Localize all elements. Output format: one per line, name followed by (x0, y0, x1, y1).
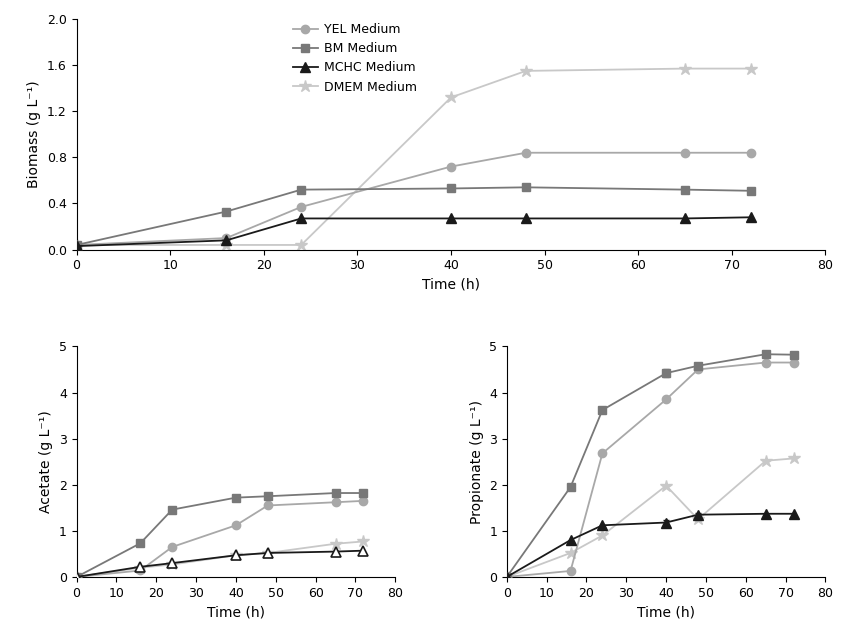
BM Medium (680, 186, 690, 193)
Y-axis label: Propionate (g L⁻¹): Propionate (g L⁻¹) (470, 399, 483, 524)
BM Medium (521, 183, 531, 191)
MCHC Medium (71, 242, 82, 250)
BM Medium (221, 208, 231, 216)
X-axis label: Time (h): Time (h) (637, 605, 695, 619)
MCHC Medium (296, 215, 306, 223)
YEL Medium (71, 241, 82, 249)
Line: MCHC Medium: MCHC Medium (71, 212, 756, 251)
Y-axis label: Biomass (g L⁻¹): Biomass (g L⁻¹) (27, 81, 42, 188)
X-axis label: Time (h): Time (h) (207, 605, 265, 619)
DMEM Medium (221, 241, 231, 249)
MCHC Medium (446, 215, 456, 223)
Y-axis label: Acetate (g L⁻¹): Acetate (g L⁻¹) (39, 410, 54, 513)
BM Medium (71, 241, 82, 249)
YEL Medium (680, 149, 690, 157)
X-axis label: Time (h): Time (h) (422, 278, 480, 292)
BM Medium (296, 186, 306, 193)
Line: DMEM Medium: DMEM Medium (71, 62, 757, 251)
Line: BM Medium: BM Medium (72, 183, 755, 249)
MCHC Medium (680, 215, 690, 223)
BM Medium (745, 187, 756, 195)
YEL Medium (221, 234, 231, 242)
DMEM Medium (71, 241, 82, 249)
Legend: YEL Medium, BM Medium, MCHC Medium, DMEM Medium: YEL Medium, BM Medium, MCHC Medium, DMEM… (293, 23, 417, 94)
YEL Medium (446, 163, 456, 171)
DMEM Medium (745, 65, 756, 72)
MCHC Medium (221, 236, 231, 244)
YEL Medium (521, 149, 531, 157)
MCHC Medium (521, 215, 531, 223)
MCHC Medium (745, 214, 756, 221)
BM Medium (446, 184, 456, 192)
DMEM Medium (680, 65, 690, 72)
DMEM Medium (446, 94, 456, 101)
YEL Medium (745, 149, 756, 157)
Line: YEL Medium: YEL Medium (72, 148, 755, 249)
DMEM Medium (296, 241, 306, 249)
YEL Medium (296, 203, 306, 210)
DMEM Medium (521, 67, 531, 75)
